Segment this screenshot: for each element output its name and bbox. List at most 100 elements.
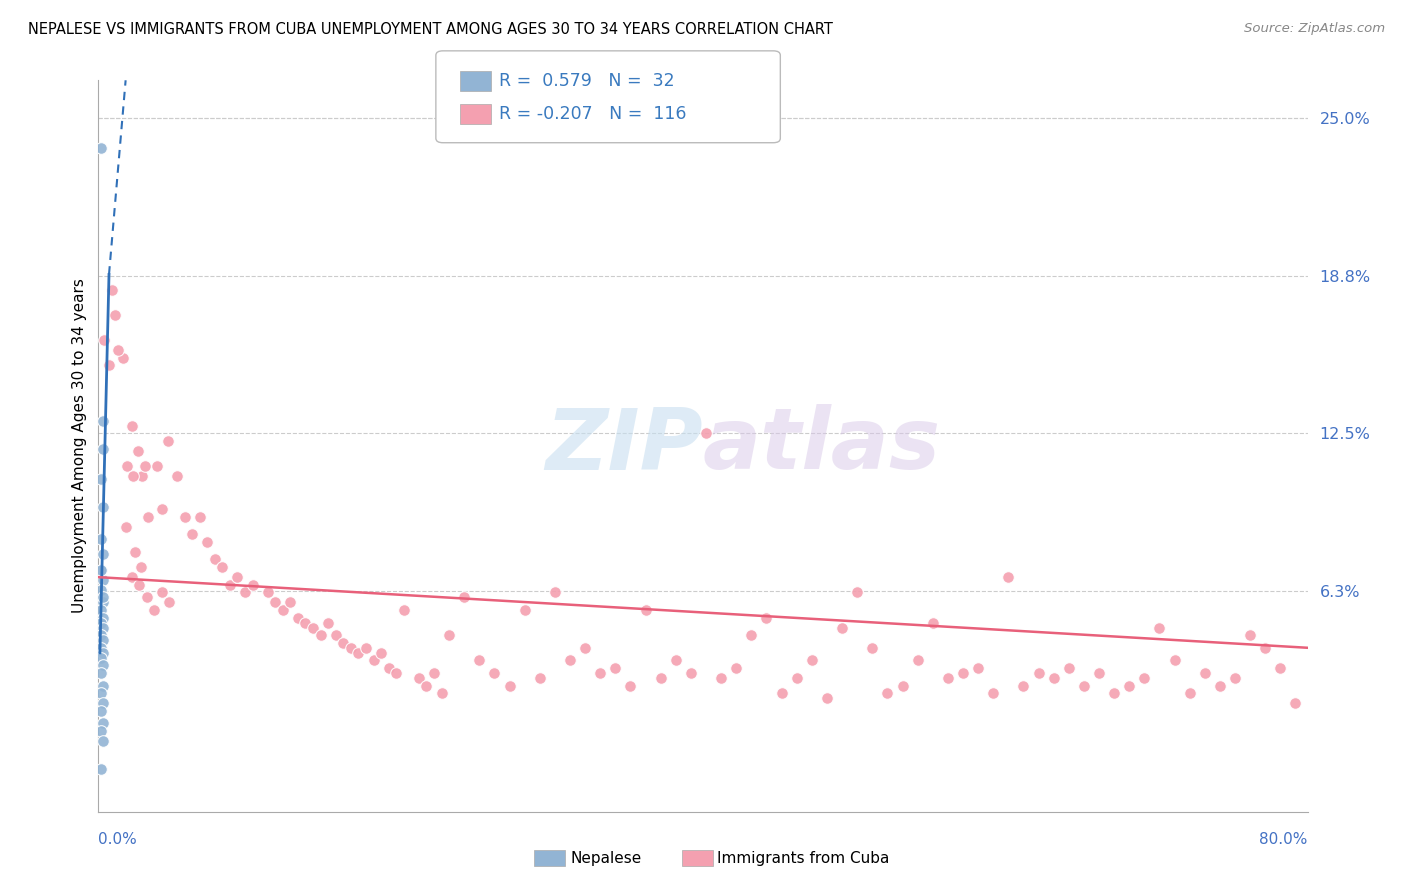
Point [121, 418, 143, 433]
Point [156, 434, 179, 448]
Point [188, 509, 211, 524]
Point [740, 628, 762, 642]
Point [91, 716, 114, 731]
Point [316, 615, 339, 630]
Point [574, 640, 596, 655]
Point [90, 704, 112, 718]
Point [256, 585, 278, 599]
Point [1270, 661, 1292, 675]
Point [921, 615, 943, 630]
Point [860, 640, 883, 655]
Point [131, 469, 153, 483]
Point [1163, 653, 1185, 667]
Point [347, 646, 370, 660]
Point [136, 509, 159, 524]
Point [115, 459, 138, 474]
Text: atlas: atlas [703, 404, 941, 488]
Point [392, 603, 415, 617]
Point [385, 665, 408, 680]
Point [280, 595, 302, 609]
Point [513, 603, 536, 617]
Point [846, 585, 869, 599]
Point [1073, 679, 1095, 693]
Point [90, 762, 112, 776]
Point [90, 686, 112, 700]
Point [430, 686, 453, 700]
Point [529, 671, 551, 685]
Point [107, 343, 129, 358]
Point [204, 552, 226, 566]
Point [150, 585, 173, 599]
Point [91, 696, 114, 710]
Point [605, 661, 627, 675]
Text: 0.0%: 0.0% [98, 832, 138, 847]
Point [415, 679, 437, 693]
Point [90, 582, 112, 597]
Point [484, 665, 506, 680]
Point [91, 595, 114, 609]
Point [1042, 671, 1064, 685]
Text: Nepalese: Nepalese [571, 851, 643, 865]
Point [91, 414, 114, 428]
Point [710, 671, 733, 685]
Point [1209, 679, 1232, 693]
Point [91, 646, 114, 660]
Point [124, 545, 146, 559]
Point [437, 628, 460, 642]
Point [143, 603, 166, 617]
Point [173, 509, 195, 524]
Point [90, 141, 112, 155]
Point [1133, 671, 1156, 685]
Point [90, 603, 112, 617]
Point [294, 615, 316, 630]
Point [226, 570, 249, 584]
Point [128, 578, 150, 592]
Point [981, 686, 1004, 700]
Point [354, 640, 377, 655]
Point [876, 686, 898, 700]
Point [91, 621, 114, 635]
Point [181, 527, 204, 541]
Point [90, 615, 112, 630]
Point [104, 308, 127, 322]
Text: R =  0.579   N =  32: R = 0.579 N = 32 [499, 72, 675, 90]
Point [166, 469, 188, 483]
Point [1102, 686, 1125, 700]
Point [242, 578, 264, 592]
Point [129, 560, 152, 574]
Point [91, 442, 114, 456]
Point [302, 621, 325, 635]
Point [770, 686, 793, 700]
Point [1149, 621, 1171, 635]
Point [121, 570, 143, 584]
Point [91, 679, 114, 693]
Point [91, 610, 114, 624]
Point [91, 633, 114, 648]
Point [134, 459, 156, 474]
Point [90, 533, 112, 547]
Point [1057, 661, 1080, 675]
Point [1028, 665, 1050, 680]
Point [90, 563, 112, 577]
Point [159, 595, 181, 609]
Point [1254, 640, 1277, 655]
Point [309, 628, 332, 642]
Point [408, 671, 430, 685]
Point [91, 548, 114, 562]
Point [90, 472, 112, 486]
Point [114, 519, 136, 533]
Y-axis label: Unemployment Among Ages 30 to 34 years: Unemployment Among Ages 30 to 34 years [72, 278, 87, 614]
Point [287, 610, 309, 624]
Point [907, 653, 929, 667]
Point [91, 734, 114, 748]
Point [1239, 628, 1261, 642]
Point [453, 591, 475, 605]
Point [90, 563, 112, 577]
Point [634, 603, 657, 617]
Point [146, 459, 169, 474]
Point [90, 651, 112, 665]
Text: Source: ZipAtlas.com: Source: ZipAtlas.com [1244, 22, 1385, 36]
Point [90, 628, 112, 642]
Point [90, 724, 112, 739]
Point [122, 469, 145, 483]
